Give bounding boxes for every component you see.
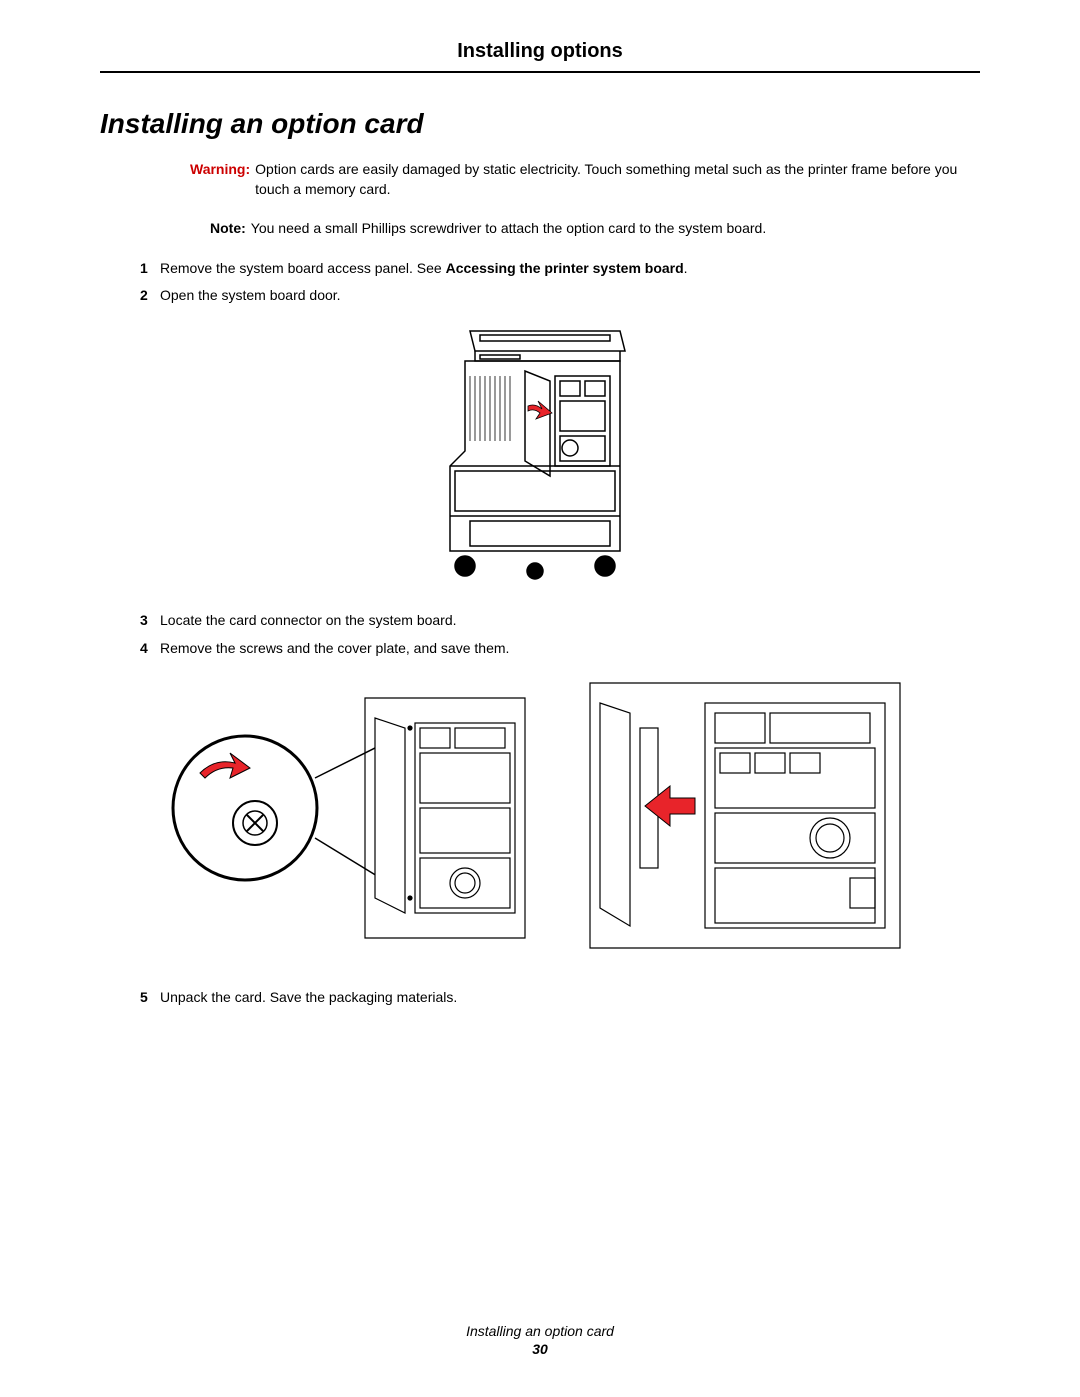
step-2: 2 Open the system board door. (140, 286, 980, 306)
illustration-printer-open-door (100, 321, 980, 591)
warning-label: Warning: (190, 160, 250, 199)
step-1: 1 Remove the system board access panel. … (140, 259, 980, 279)
warning-text: Option cards are easily damaged by stati… (255, 160, 980, 199)
step-number: 5 (140, 988, 160, 1008)
step-text: Unpack the card. Save the packaging mate… (160, 988, 980, 1008)
note-label: Note: (210, 219, 246, 239)
header-rule (100, 71, 980, 73)
step-number: 1 (140, 259, 160, 279)
header-title: Installing options (100, 40, 980, 63)
page-number: 30 (0, 1341, 1080, 1357)
step-5: 5 Unpack the card. Save the packaging ma… (140, 988, 980, 1008)
warning-block: Warning: Option cards are easily damaged… (190, 160, 980, 199)
step-number: 4 (140, 639, 160, 659)
step-bold-link[interactable]: Accessing the printer system board (446, 260, 684, 276)
step-number: 3 (140, 611, 160, 631)
step-3: 3 Locate the card connector on the syste… (140, 611, 980, 631)
note-text: You need a small Phillips screwdriver to… (251, 219, 766, 239)
footer-text: Installing an option card (0, 1323, 1080, 1339)
note-block: Note: You need a small Phillips screwdri… (210, 219, 980, 239)
main-heading: Installing an option card (100, 108, 980, 140)
step-number: 2 (140, 286, 160, 306)
step-text: Remove the screws and the cover plate, a… (160, 639, 980, 659)
page-header: Installing options (100, 40, 980, 73)
page-footer: Installing an option card 30 (0, 1323, 1080, 1357)
step-4: 4 Remove the screws and the cover plate,… (140, 639, 980, 659)
step-text: Open the system board door. (160, 286, 980, 306)
illustration-remove-screws (100, 678, 980, 963)
step-text: Locate the card connector on the system … (160, 611, 980, 631)
step-text: Remove the system board access panel. Se… (160, 259, 980, 279)
